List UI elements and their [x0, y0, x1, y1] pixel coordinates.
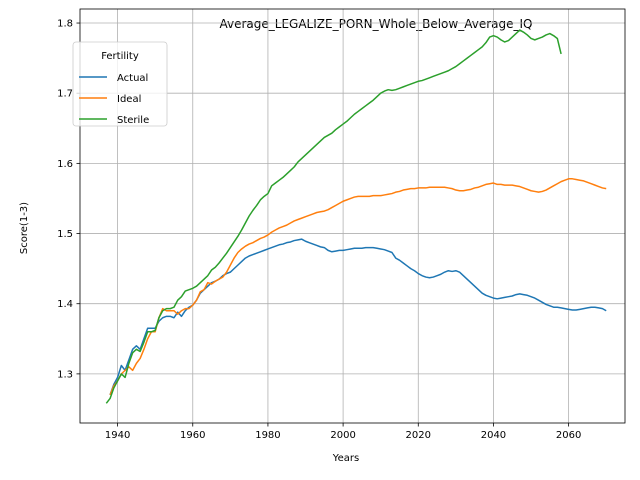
legend-label-actual: Actual — [117, 73, 148, 84]
chart-title: Average_LEGALIZE_PORN_Whole_Below_Averag… — [220, 17, 533, 31]
x-axis-label: Years — [332, 453, 359, 464]
plot-frame — [79, 8, 626, 424]
y-axis-label: Score(1-3) — [19, 202, 30, 254]
series-line-ideal — [109, 178, 607, 396]
axis-ticks: 1940 1960 1980 2000 2020 2040 2060 1.3 1.4 1.5 1.6… — [57, 19, 581, 441]
legend-title: Fertility — [101, 51, 139, 62]
x-tick-label: 1980 — [255, 430, 280, 441]
grid-lines — [80, 9, 625, 423]
legend-label-ideal: Ideal — [117, 94, 141, 105]
y-tick-label: 1.4 — [57, 299, 73, 310]
series-lines — [105, 29, 607, 404]
x-tick-label: 1960 — [180, 430, 205, 441]
legend: Fertility Actual Ideal Sterile — [72, 41, 168, 127]
x-tick-label: 1940 — [105, 430, 130, 441]
y-tick-label: 1.3 — [57, 369, 73, 380]
y-tick-label: 1.7 — [57, 89, 73, 100]
y-tick-label: 1.6 — [57, 159, 73, 170]
legend-label-sterile: Sterile — [117, 115, 149, 126]
x-tick-label: 2040 — [481, 430, 506, 441]
y-tick-label: 1.8 — [57, 19, 73, 30]
x-tick-label: 2020 — [406, 430, 431, 441]
x-tick-label: 2000 — [330, 430, 355, 441]
y-tick-label: 1.5 — [57, 229, 73, 240]
legend-box — [72, 41, 168, 127]
x-tick-label: 2060 — [556, 430, 581, 441]
series-line-sterile — [105, 29, 562, 404]
